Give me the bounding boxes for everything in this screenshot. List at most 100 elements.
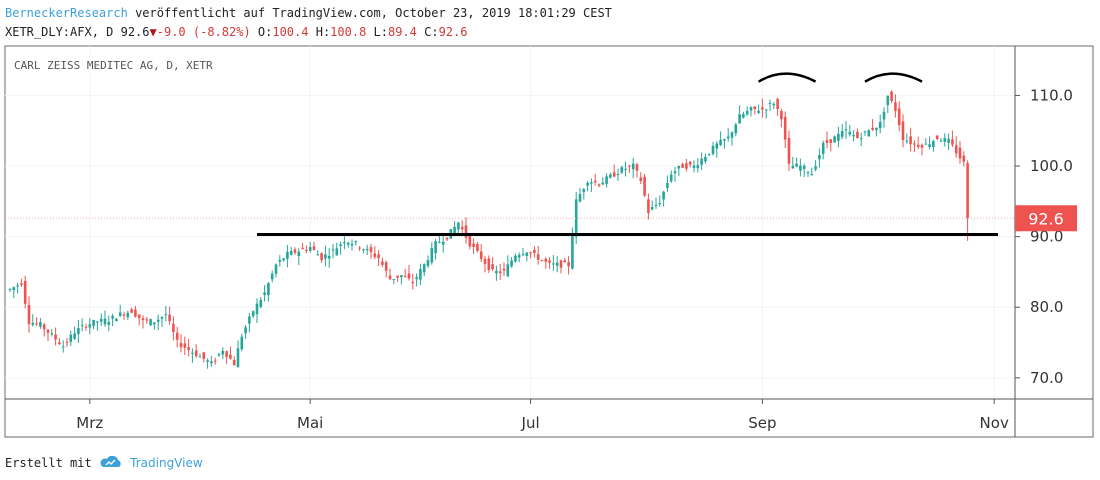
candle-body [814,166,817,170]
candle-body [381,261,384,265]
candle-body [369,247,373,253]
candle-body [464,225,468,238]
candle-body [552,263,555,265]
candle-body [331,249,335,251]
candle-body [160,317,164,319]
candle-body [457,222,460,230]
close-value: 92.6 [438,25,468,39]
candle-body [780,110,783,120]
candle-body [445,237,449,240]
candle-body [31,322,35,325]
candle-body [772,104,776,106]
candle-body [392,279,396,281]
candle-body [928,144,931,147]
candle-body [206,360,209,362]
price-axis[interactable]: 70.0 80.0 90.0 100.0 110.0 92.6 [1015,86,1077,387]
candle-body [833,136,836,143]
candle-body [529,252,532,254]
candle-body [810,173,814,176]
candle-body [240,336,244,350]
candle-body [924,143,928,145]
candle-body [719,139,722,146]
candle-body [175,332,179,340]
candle-body [498,271,502,274]
drawings-group [5,72,1015,237]
candle-body [27,304,31,324]
candle-body [354,241,358,243]
candle-body [362,249,365,251]
candle-body [628,165,631,167]
candle-body [943,138,947,142]
candle-body [764,109,768,111]
candle-body [548,260,551,263]
candle-body [867,130,871,137]
candle-body [96,321,99,323]
candle-body [586,182,589,186]
candle-body [749,107,753,111]
close-label: C: [424,25,439,39]
candle-body [88,324,92,328]
candle-body [358,247,361,249]
last-price-tag [1015,205,1077,232]
candle-body [612,172,616,177]
high-value: 100.8 [330,25,367,39]
candle-body [126,312,130,318]
candle-body [130,309,133,313]
candle-body [320,253,323,261]
candle-body [582,189,586,193]
candle-body [878,121,882,129]
candle-body [54,334,57,340]
candle-body [202,352,206,359]
author-link[interactable]: BerneckerResearch [5,6,128,20]
double-top-arc-left[interactable] [757,72,817,83]
down-triangle-icon: ▼ [149,25,157,39]
tradingview-brand[interactable]: TradingView [130,456,203,470]
price-tick-label: 80.0 [1030,298,1063,316]
candle-body [388,275,392,280]
price-tick-label: 110.0 [1030,86,1073,104]
price-tick-label: 90.0 [1030,228,1063,246]
candle-body [658,203,662,205]
candle-body [350,243,354,246]
candle-body [932,141,935,147]
candle-body [890,91,893,102]
candle-body [259,299,263,307]
candle-body [525,252,529,256]
candle-body [438,241,441,243]
candle-body [609,174,612,178]
candle-body [403,276,407,278]
candle-body [802,165,806,169]
footer-text: Erstellt mit [5,456,92,470]
double-top-arc-right[interactable] [864,72,923,83]
candle-body [483,258,487,264]
candle-body [16,285,19,287]
candle-body [818,155,821,160]
time-axis[interactable]: Mrz Mai Jul Sep Nov [76,399,1009,432]
candle-body [156,319,160,322]
last-price-tag-label: 92.6 [1028,209,1064,228]
candle-body [282,258,285,261]
candle-body [563,260,567,263]
candle-body [248,316,251,324]
candle-body [882,111,886,120]
candle-body [339,244,342,246]
candle-body [639,177,643,182]
candle-body [597,184,601,186]
candle-body [559,260,563,268]
open-value: 100.4 [272,25,309,39]
candle-body [221,350,225,355]
candle-body [871,127,874,130]
candle-body [210,361,213,364]
candle-body [8,289,12,291]
candle-body [377,254,380,259]
price-tick-label: 100.0 [1030,157,1073,175]
candle-body [590,182,593,184]
candle-body [92,319,95,326]
publish-info: BerneckerResearch veröffentlicht auf Tra… [5,6,612,20]
candle-body [77,328,80,335]
candle-body [335,248,339,256]
price-chart[interactable]: 70.0 80.0 90.0 100.0 110.0 92.6 Mrz Mai Jul Sep N… [0,0,1100,440]
footer: Erstellt mit TradingView [5,455,203,470]
candle-body [476,244,479,251]
candle-body [514,255,517,262]
